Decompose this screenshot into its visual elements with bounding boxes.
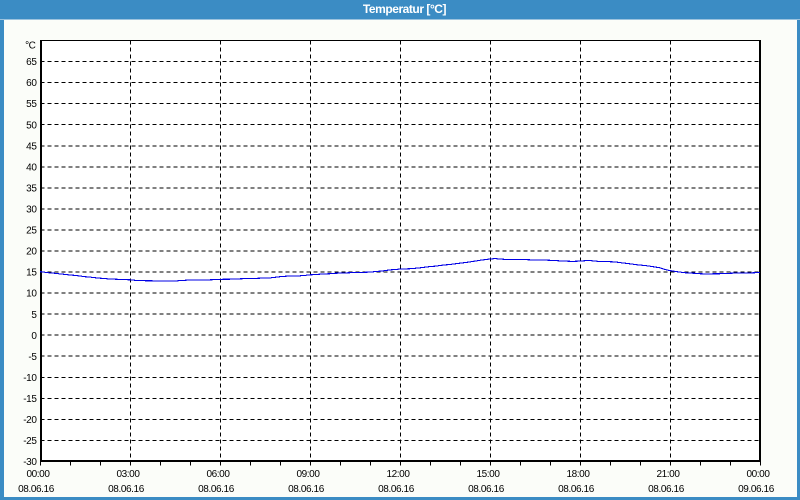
svg-text:50: 50 xyxy=(26,120,37,131)
svg-text:18:00: 18:00 xyxy=(566,469,590,480)
svg-text:06:00: 06:00 xyxy=(206,469,230,480)
svg-text:-20: -20 xyxy=(23,415,37,426)
svg-text:08.06.16: 08.06.16 xyxy=(198,484,235,495)
svg-text:00:00: 00:00 xyxy=(26,469,50,480)
svg-text:08.06.16: 08.06.16 xyxy=(468,484,505,495)
svg-text:08.06.16: 08.06.16 xyxy=(18,484,55,495)
svg-text:09:00: 09:00 xyxy=(296,469,320,480)
svg-text:65: 65 xyxy=(26,57,37,68)
svg-text:08.06.16: 08.06.16 xyxy=(288,484,325,495)
svg-text:20: 20 xyxy=(26,247,37,258)
svg-text:55: 55 xyxy=(26,99,37,110)
svg-text:08.06.16: 08.06.16 xyxy=(108,484,145,495)
svg-text:09.06.16: 09.06.16 xyxy=(738,484,775,495)
svg-text:°C: °C xyxy=(25,40,36,51)
svg-text:45: 45 xyxy=(26,141,37,152)
svg-text:-30: -30 xyxy=(23,457,37,468)
svg-text:-10: -10 xyxy=(23,373,37,384)
svg-text:35: 35 xyxy=(26,184,37,195)
svg-text:15:00: 15:00 xyxy=(476,469,500,480)
svg-text:12:00: 12:00 xyxy=(386,469,410,480)
svg-text:03:00: 03:00 xyxy=(116,469,140,480)
svg-text:5: 5 xyxy=(31,310,37,321)
svg-text:-15: -15 xyxy=(23,394,37,405)
svg-text:10: 10 xyxy=(26,289,37,300)
svg-text:30: 30 xyxy=(26,205,37,216)
svg-text:60: 60 xyxy=(26,78,37,89)
svg-text:15: 15 xyxy=(26,268,37,279)
svg-text:25: 25 xyxy=(26,226,37,237)
svg-text:40: 40 xyxy=(26,162,37,173)
svg-text:-5: -5 xyxy=(28,352,37,363)
svg-text:08.06.16: 08.06.16 xyxy=(648,484,685,495)
svg-text:00:00: 00:00 xyxy=(746,469,770,480)
svg-text:08.06.16: 08.06.16 xyxy=(378,484,415,495)
svg-text:0: 0 xyxy=(31,331,37,342)
svg-text:21:00: 21:00 xyxy=(656,469,680,480)
svg-text:08.06.16: 08.06.16 xyxy=(558,484,595,495)
svg-text:-25: -25 xyxy=(23,436,37,447)
